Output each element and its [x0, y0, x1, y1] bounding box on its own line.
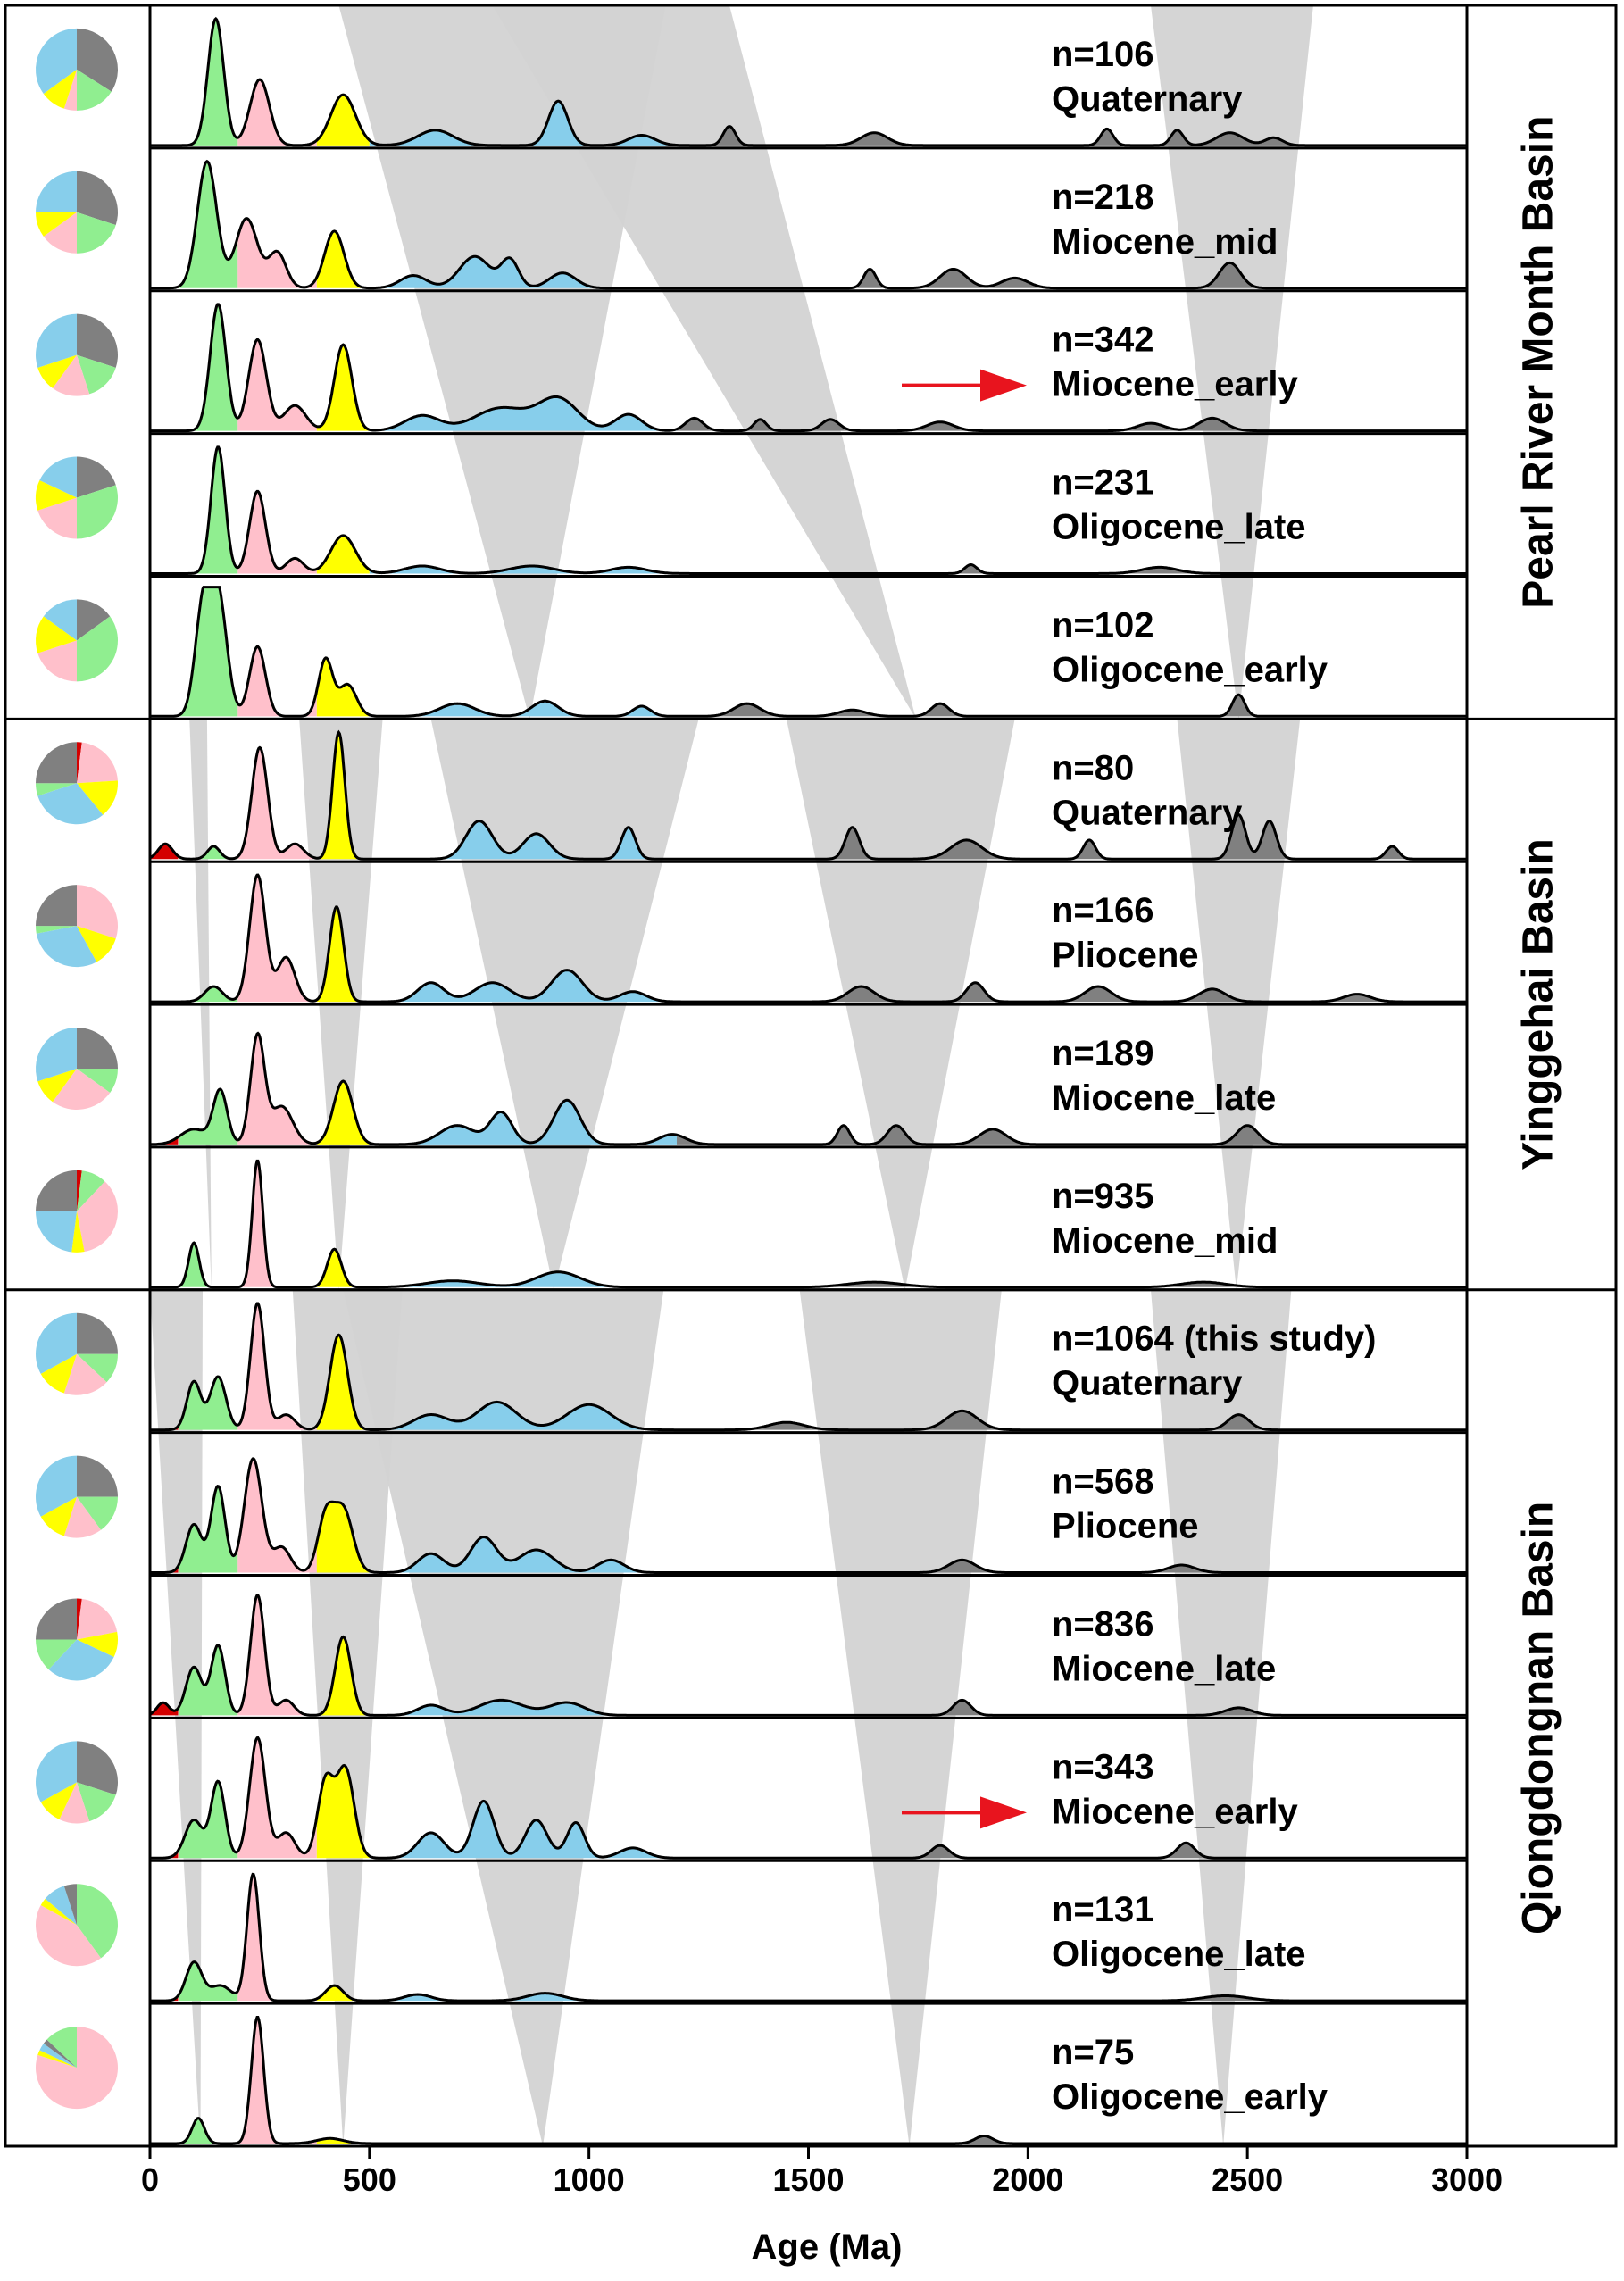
- arrow-head-2-3: [980, 1796, 1027, 1828]
- sample-name-label: Oligocene_early: [1052, 2077, 1328, 2117]
- sample-count-label: n=102: [1052, 605, 1154, 645]
- kde-fill-1-1-2: [237, 875, 317, 1002]
- arrow-head-0-2: [980, 370, 1027, 402]
- sample-count-label: n=75: [1052, 2033, 1134, 2072]
- pie-slice-1-0-5: [36, 742, 77, 783]
- sample-count-label: n=836: [1052, 1604, 1154, 1644]
- sample-count-label: n=342: [1052, 321, 1154, 360]
- kde-fill-2-4-1: [179, 1962, 237, 2002]
- sample-count-label: n=189: [1052, 1034, 1154, 1073]
- pie-slice-1-1-4: [36, 885, 77, 926]
- basin-label: Yinggehai Basin: [1515, 838, 1562, 1170]
- sample-name-label: Pliocene: [1052, 1507, 1199, 1546]
- sample-count-label: n=106: [1052, 35, 1154, 74]
- x-tick-label: 500: [343, 2161, 396, 2198]
- sample-count-label: n=568: [1052, 1462, 1154, 1502]
- sample-count-label: n=935: [1052, 1177, 1154, 1216]
- sample-count-label: n=80: [1052, 748, 1134, 787]
- sample-name-label: Miocene_mid: [1052, 1221, 1278, 1261]
- x-axis-title: Age (Ma): [752, 2227, 903, 2267]
- basin-label: Pearl River Month Basin: [1515, 116, 1562, 609]
- sample-count-label: n=343: [1052, 1747, 1154, 1786]
- kde-fill-0-4-2: [237, 646, 317, 716]
- sample-name-label: Pliocene: [1052, 936, 1199, 975]
- x-tick-label: 0: [141, 2161, 159, 2198]
- kde-fill-2-3-2: [237, 1738, 317, 1859]
- sample-name-label: Oligocene_late: [1052, 508, 1306, 547]
- sample-name-label: Miocene_early: [1052, 365, 1298, 404]
- kde-fill-0-4-5: [677, 695, 1467, 716]
- pie-slice-1-3-5: [36, 1170, 77, 1211]
- pie-slice-1-0-1: [77, 743, 118, 784]
- sample-name-label: Quaternary: [1052, 1364, 1243, 1403]
- kde-fill-0-1-3: [317, 231, 370, 288]
- kde-fill-1-2-5: [677, 1126, 1467, 1145]
- kde-fill-0-3-1: [179, 447, 237, 574]
- pie-slice-2-2-5: [36, 1598, 77, 1639]
- sample-name-label: Miocene_late: [1052, 1078, 1276, 1118]
- pie-slice-2-1-0: [77, 1456, 118, 1497]
- kde-fill-2-2-5: [677, 1700, 1467, 1715]
- pie-layer: [36, 29, 118, 2109]
- sample-name-label: Miocene_late: [1052, 1649, 1276, 1688]
- kde-fill-0-4-4: [370, 701, 677, 716]
- kde-fill-2-0-5: [677, 1411, 1467, 1429]
- basin-label: Qiongdongnan Basin: [1515, 1502, 1562, 1935]
- kde-fill-2-3-5: [677, 1843, 1467, 1858]
- x-tick-label: 1000: [554, 2161, 625, 2198]
- sample-name-label: Quaternary: [1052, 793, 1243, 832]
- x-tick-label: 3000: [1431, 2161, 1503, 2198]
- sample-name-label: Quaternary: [1052, 79, 1243, 119]
- sample-name-label: Miocene_mid: [1052, 222, 1278, 262]
- sample-count-label: n=1064 (this study): [1052, 1319, 1376, 1359]
- sample-count-label: n=131: [1052, 1890, 1154, 1929]
- kde-fill-0-0-5: [677, 127, 1467, 146]
- x-tick-label: 2000: [992, 2161, 1063, 2198]
- sample-name-label: Oligocene_late: [1052, 1935, 1306, 1974]
- kde-fill-0-3-3: [317, 536, 370, 574]
- x-axis: Age (Ma) 0 500 1000 1500 2000 2500 3000: [141, 2146, 1503, 2267]
- kde-fill-0-3-2: [237, 491, 317, 573]
- x-tick-label: 1500: [772, 2161, 844, 2198]
- x-tick-label: 2500: [1212, 2161, 1283, 2198]
- kde-fill-0-1-2: [237, 219, 317, 288]
- kde-fill-2-1-5: [677, 1560, 1467, 1572]
- sample-name-label: Oligocene_early: [1052, 650, 1328, 689]
- kde-fill-0-0-3: [317, 95, 370, 146]
- sample-name-label: Miocene_early: [1052, 1792, 1298, 1831]
- pie-slice-2-0-0: [77, 1313, 118, 1354]
- pie-slice-1-2-0: [77, 1028, 118, 1069]
- sample-count-label: n=166: [1052, 891, 1154, 930]
- kde-fill-1-3-2: [237, 1161, 317, 1286]
- sample-count-label: n=231: [1052, 463, 1154, 503]
- pie-slice-0-1-4: [36, 171, 77, 212]
- pie-slice-1-3-4: [36, 1211, 77, 1253]
- kde-fill-0-0-1: [179, 19, 237, 146]
- sample-count-label: n=218: [1052, 178, 1154, 217]
